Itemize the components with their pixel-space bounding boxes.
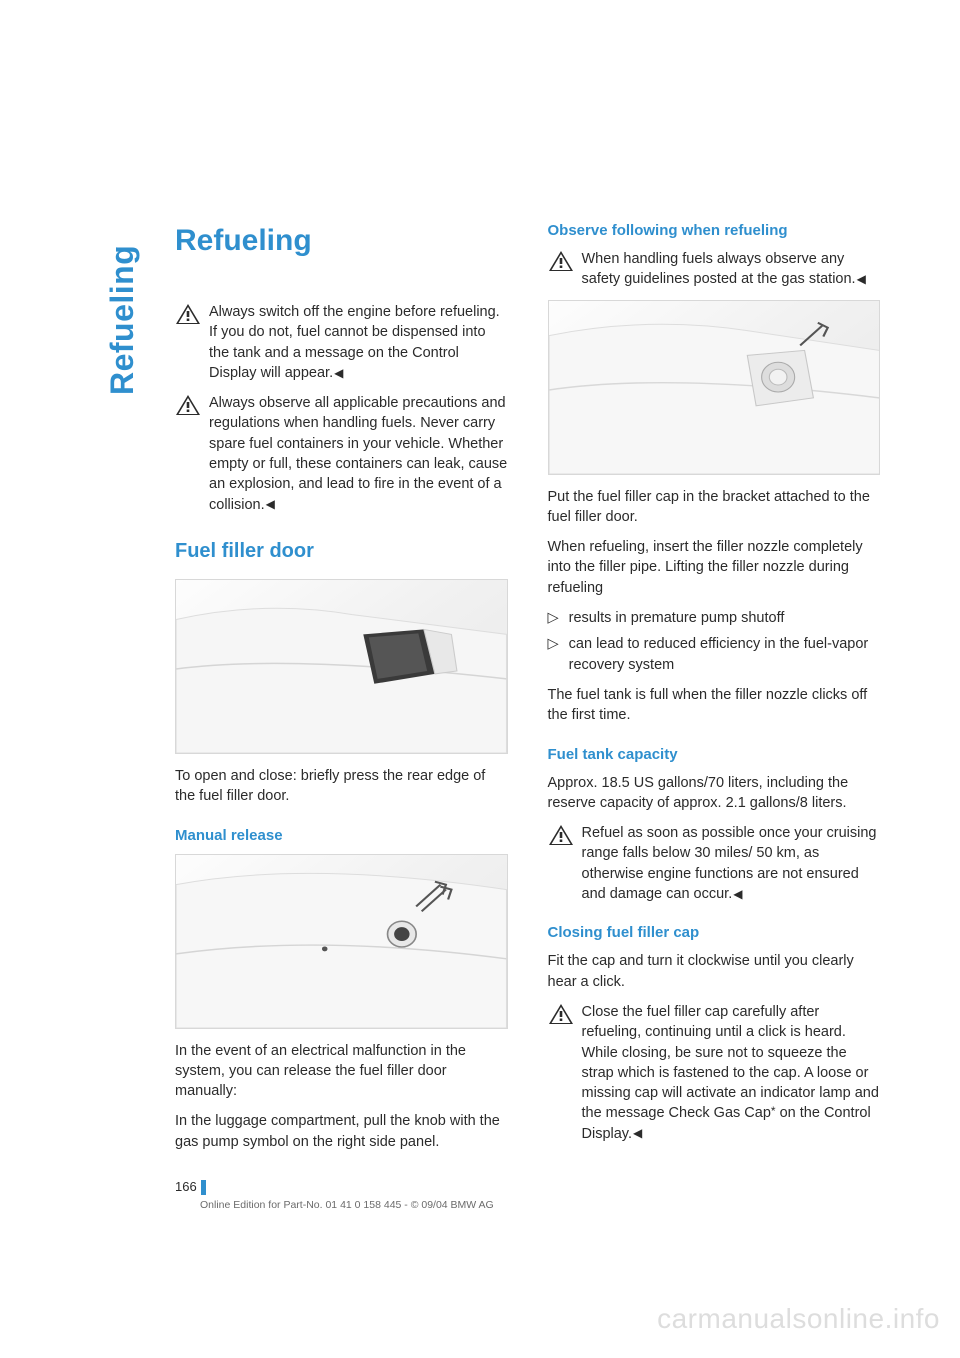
warning-icon [548, 1003, 574, 1031]
list-item: ▷ can lead to reduced efficiency in the … [548, 634, 881, 675]
warning-icon [175, 303, 201, 331]
warning-notice: Close the fuel filler cap carefully afte… [548, 1002, 881, 1144]
chapter-title: Refueling [175, 220, 508, 262]
figure-manual-release [175, 854, 508, 1029]
page-content: Refueling Always switch off the engine b… [0, 0, 960, 1162]
subsection-heading: Closing fuel filler cap [548, 922, 881, 943]
list-item-text: can lead to reduced efficiency in the fu… [569, 634, 880, 675]
vertical-section-title: Refueling [100, 245, 145, 395]
right-column: Observe following when refueling When ha… [548, 220, 881, 1162]
bullet-list: ▷ results in premature pump shutoff ▷ ca… [548, 608, 881, 675]
paragraph: The fuel tank is full when the filler no… [548, 685, 881, 726]
warning-notice: Always observe all applicable precaution… [175, 393, 508, 515]
figure-fuel-door-open [175, 579, 508, 754]
bullet-marker: ▷ [548, 634, 559, 675]
page-number: 166 [175, 1178, 206, 1196]
warning-icon [548, 824, 574, 852]
notice-text: Always switch off the engine before refu… [209, 302, 508, 383]
notice-text: Always observe all applicable precaution… [209, 393, 508, 515]
warning-notice: When handling fuels always observe any s… [548, 249, 881, 290]
notice-text: When handling fuels always observe any s… [582, 249, 881, 290]
warning-icon [548, 250, 574, 278]
footer-text: Online Edition for Part-No. 01 41 0 158 … [200, 1198, 494, 1213]
subsection-heading: Observe following when refueling [548, 220, 881, 241]
paragraph: Fit the cap and turn it clockwise until … [548, 951, 881, 992]
paragraph: Put the fuel filler cap in the bracket a… [548, 487, 881, 528]
subsection-heading: Manual release [175, 825, 508, 846]
notice-text: Close the fuel filler cap carefully afte… [582, 1002, 881, 1144]
paragraph: When refueling, insert the filler nozzle… [548, 537, 881, 598]
list-item-text: results in premature pump shutoff [569, 608, 785, 628]
paragraph: In the event of an electrical malfunctio… [175, 1041, 508, 1102]
paragraph: To open and close: briefly press the rea… [175, 766, 508, 807]
section-heading: Fuel filler door [175, 537, 508, 565]
paragraph: Approx. 18.5 US gallons/70 liters, inclu… [548, 773, 881, 814]
warning-notice: Always switch off the engine before refu… [175, 302, 508, 383]
bullet-marker: ▷ [548, 608, 559, 628]
watermark: carmanualsonline.info [657, 1299, 940, 1338]
warning-notice: Refuel as soon as possible once your cru… [548, 823, 881, 904]
notice-text: Refuel as soon as possible once your cru… [582, 823, 881, 904]
warning-icon [175, 394, 201, 422]
left-column: Refueling Always switch off the engine b… [175, 220, 508, 1162]
paragraph: In the luggage compartment, pull the kno… [175, 1111, 508, 1152]
figure-cap-bracket [548, 300, 881, 475]
list-item: ▷ results in premature pump shutoff [548, 608, 881, 628]
subsection-heading: Fuel tank capacity [548, 744, 881, 765]
